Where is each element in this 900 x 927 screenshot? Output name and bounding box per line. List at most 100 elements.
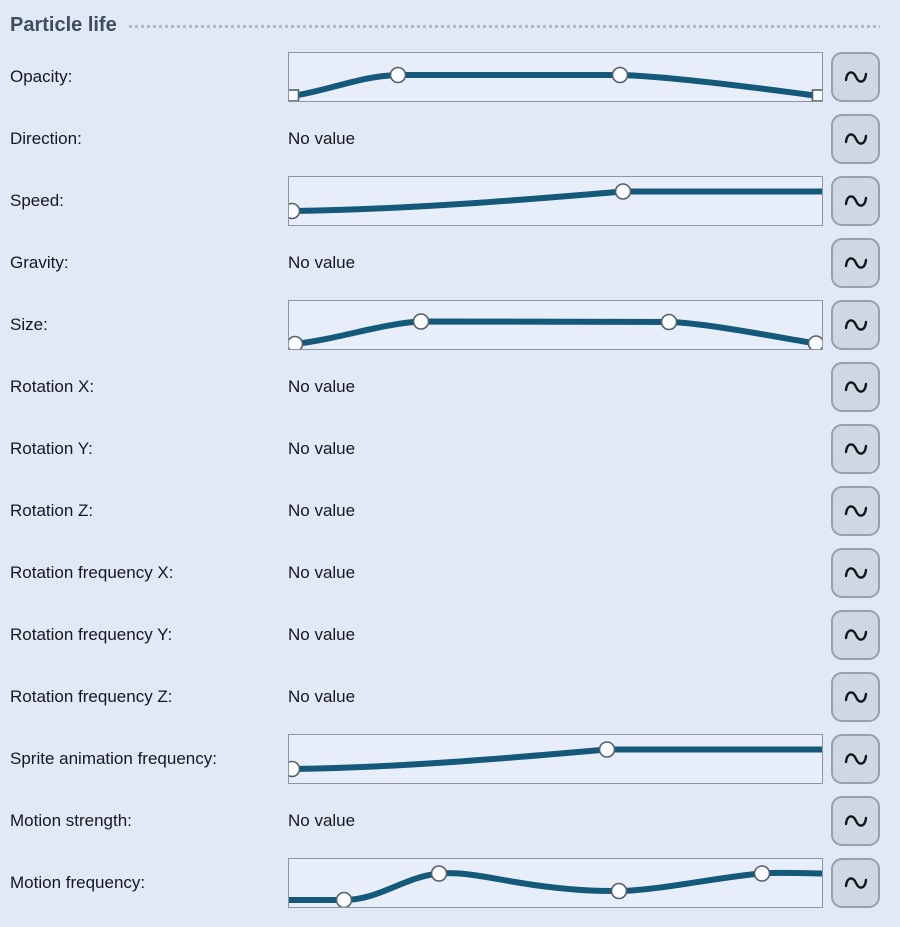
property-label: Rotation X:	[10, 377, 95, 396]
curve-editor-button-size[interactable]	[831, 300, 880, 350]
property-row-rotation-x: Rotation X: No value	[10, 356, 880, 418]
curve-handle-circle[interactable]	[335, 891, 353, 908]
curve-preview-motion-frequency[interactable]	[288, 858, 823, 908]
curve-editor-button-direction[interactable]	[831, 114, 880, 164]
curve-handle-circle[interactable]	[289, 760, 301, 778]
sine-wave-icon	[844, 753, 867, 765]
property-label: Size:	[10, 315, 48, 334]
curve-line	[289, 869, 822, 903]
property-value	[288, 52, 823, 102]
curve-handle-square[interactable]	[289, 89, 300, 101]
curve-line	[291, 746, 822, 772]
property-row-gravity: Gravity: No value	[10, 232, 880, 294]
curve-canvas[interactable]	[289, 177, 822, 225]
curve-handle-circle[interactable]	[807, 335, 823, 349]
property-label: Rotation frequency Y:	[10, 625, 173, 644]
property-value: No value	[288, 563, 823, 583]
curve-editor-button-opacity[interactable]	[831, 52, 880, 102]
curve-preview-opacity[interactable]	[288, 52, 823, 102]
property-rows: Opacity: Direction: No value Speed: Grav…	[10, 46, 880, 914]
property-label: Rotation Y:	[10, 439, 93, 458]
property-row-size: Size:	[10, 294, 880, 356]
property-label: Opacity:	[10, 67, 73, 86]
section-header: Particle life	[10, 10, 880, 40]
curve-canvas[interactable]	[289, 735, 822, 783]
curve-line	[294, 318, 817, 347]
curve-handle-circle[interactable]	[289, 335, 304, 350]
no-value-text: No value	[288, 501, 356, 520]
curve-canvas[interactable]	[289, 859, 822, 907]
property-row-rotation-z: Rotation Z: No value	[10, 480, 880, 542]
property-row-sprite-animation-frequency: Sprite animation frequency:	[10, 728, 880, 790]
property-row-motion-strength: Motion strength: No value	[10, 790, 880, 852]
no-value-text: No value	[288, 563, 356, 582]
curve-handle-circle[interactable]	[753, 865, 771, 882]
curve-handle-square[interactable]	[811, 89, 823, 101]
curve-handle-circle[interactable]	[412, 313, 430, 330]
curve-preview-speed[interactable]	[288, 176, 823, 226]
curve-handle-circle[interactable]	[598, 741, 616, 758]
no-value-text: No value	[288, 439, 356, 458]
property-row-speed: Speed:	[10, 170, 880, 232]
curve-handle-circle[interactable]	[389, 66, 407, 84]
curve-editor-button-gravity[interactable]	[831, 238, 880, 288]
property-value: No value	[288, 625, 823, 645]
curve-handle-circle[interactable]	[289, 202, 301, 220]
property-row-rotation-frequency-z: Rotation frequency Z: No value	[10, 666, 880, 728]
property-label: Rotation Z:	[10, 501, 94, 520]
curve-handle-circle[interactable]	[430, 865, 448, 882]
property-value: No value	[288, 439, 823, 459]
sine-wave-icon	[844, 443, 867, 455]
curve-handle-circle[interactable]	[614, 183, 632, 200]
property-label: Motion strength:	[10, 811, 132, 830]
curve-editor-button-rotation-z[interactable]	[831, 486, 880, 536]
property-value: No value	[288, 377, 823, 397]
no-value-text: No value	[288, 687, 356, 706]
property-value	[288, 734, 823, 784]
sine-wave-icon	[844, 71, 867, 83]
property-label: Rotation frequency X:	[10, 563, 174, 582]
curve-preview-sprite-animation-frequency[interactable]	[288, 734, 823, 784]
curve-editor-button-rotation-frequency-y[interactable]	[831, 610, 880, 660]
sine-wave-icon	[844, 815, 867, 827]
sine-wave-icon	[844, 691, 867, 703]
curve-canvas[interactable]	[289, 53, 822, 101]
dotted-separator	[128, 24, 880, 28]
sine-wave-icon	[844, 877, 867, 889]
curve-editor-button-rotation-y[interactable]	[831, 424, 880, 474]
curve-preview-size[interactable]	[288, 300, 823, 350]
curve-handle-circle[interactable]	[610, 882, 628, 900]
property-row-rotation-y: Rotation Y: No value	[10, 418, 880, 480]
sine-wave-icon	[844, 629, 867, 641]
curve-editor-button-rotation-frequency-x[interactable]	[831, 548, 880, 598]
curve-editor-button-motion-strength[interactable]	[831, 796, 880, 846]
curve-handle-circle[interactable]	[611, 66, 629, 84]
sine-wave-icon	[844, 381, 867, 393]
curve-handle-circle[interactable]	[660, 313, 678, 331]
curve-editor-button-rotation-frequency-z[interactable]	[831, 672, 880, 722]
property-value	[288, 300, 823, 350]
property-value	[288, 858, 823, 908]
curve-line	[292, 72, 819, 99]
sine-wave-icon	[844, 257, 867, 269]
property-row-opacity: Opacity:	[10, 46, 880, 108]
sine-wave-icon	[844, 319, 867, 331]
property-value: No value	[288, 253, 823, 273]
curve-canvas[interactable]	[289, 301, 822, 349]
curve-editor-button-sprite-animation-frequency[interactable]	[831, 734, 880, 784]
property-label: Motion frequency:	[10, 873, 146, 892]
no-value-text: No value	[288, 811, 356, 830]
property-row-rotation-frequency-x: Rotation frequency X: No value	[10, 542, 880, 604]
curve-editor-button-speed[interactable]	[831, 176, 880, 226]
curve-editor-button-rotation-x[interactable]	[831, 362, 880, 412]
curve-editor-button-motion-frequency[interactable]	[831, 858, 880, 908]
property-row-direction: Direction: No value	[10, 108, 880, 170]
property-label: Gravity:	[10, 253, 69, 272]
property-label: Rotation frequency Z:	[10, 687, 173, 706]
no-value-text: No value	[288, 625, 356, 644]
property-value: No value	[288, 129, 823, 149]
property-value: No value	[288, 501, 823, 521]
sine-wave-icon	[844, 133, 867, 145]
sine-wave-icon	[844, 505, 867, 517]
